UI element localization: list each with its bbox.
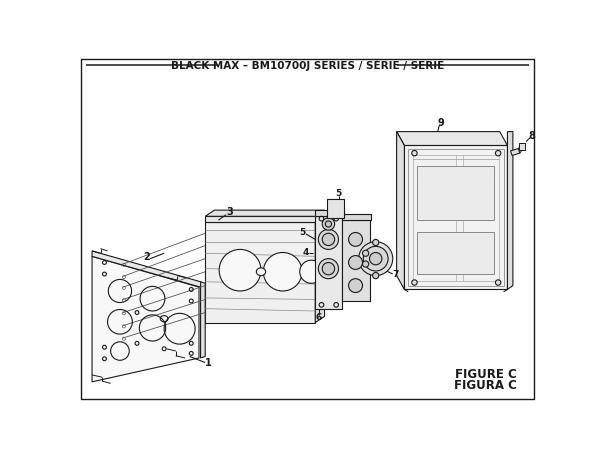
Circle shape (373, 239, 379, 246)
Text: 7: 7 (392, 269, 398, 278)
Circle shape (412, 280, 417, 285)
Bar (519, 143, 525, 150)
Circle shape (319, 229, 338, 249)
Circle shape (496, 151, 501, 156)
Ellipse shape (219, 249, 261, 291)
Polygon shape (397, 131, 404, 289)
Circle shape (325, 221, 332, 227)
Polygon shape (92, 251, 200, 287)
Text: 1: 1 (205, 358, 212, 368)
Text: 2: 2 (143, 252, 149, 262)
Bar (417, 166, 494, 220)
Circle shape (322, 263, 335, 275)
Circle shape (349, 233, 362, 246)
Text: FIGURA C: FIGURA C (454, 379, 517, 392)
Polygon shape (205, 222, 315, 323)
Polygon shape (205, 216, 325, 222)
Text: 3: 3 (227, 207, 233, 217)
Polygon shape (315, 216, 343, 308)
Circle shape (349, 256, 362, 269)
Polygon shape (205, 210, 325, 216)
Circle shape (373, 273, 379, 278)
Ellipse shape (300, 260, 323, 283)
Circle shape (349, 278, 362, 293)
Polygon shape (511, 148, 520, 156)
Text: 5: 5 (300, 228, 306, 237)
Circle shape (412, 151, 417, 156)
Polygon shape (343, 220, 370, 301)
Polygon shape (200, 282, 205, 358)
Polygon shape (508, 131, 513, 289)
Polygon shape (315, 210, 344, 216)
Polygon shape (404, 146, 508, 289)
Polygon shape (315, 216, 325, 323)
Circle shape (319, 258, 338, 278)
Circle shape (322, 218, 335, 230)
Text: 8: 8 (529, 131, 536, 141)
Circle shape (362, 250, 369, 256)
Text: 4: 4 (303, 248, 309, 257)
Bar (417, 232, 494, 274)
Polygon shape (327, 199, 344, 218)
Polygon shape (343, 214, 371, 220)
Circle shape (496, 280, 501, 285)
Circle shape (322, 233, 335, 246)
Text: 9: 9 (437, 118, 444, 128)
Text: BLACK MAX – BM10700J SERIES / SÉRIE / SERIE: BLACK MAX – BM10700J SERIES / SÉRIE / SE… (171, 60, 444, 71)
Circle shape (359, 242, 393, 276)
Ellipse shape (263, 253, 302, 291)
Text: 5: 5 (335, 189, 341, 198)
Text: FIGURE C: FIGURE C (455, 368, 517, 381)
Circle shape (362, 261, 369, 267)
Polygon shape (397, 131, 508, 146)
Ellipse shape (256, 268, 266, 276)
Circle shape (370, 253, 382, 265)
Text: 6: 6 (316, 313, 322, 323)
Circle shape (364, 246, 388, 271)
Polygon shape (92, 256, 199, 382)
